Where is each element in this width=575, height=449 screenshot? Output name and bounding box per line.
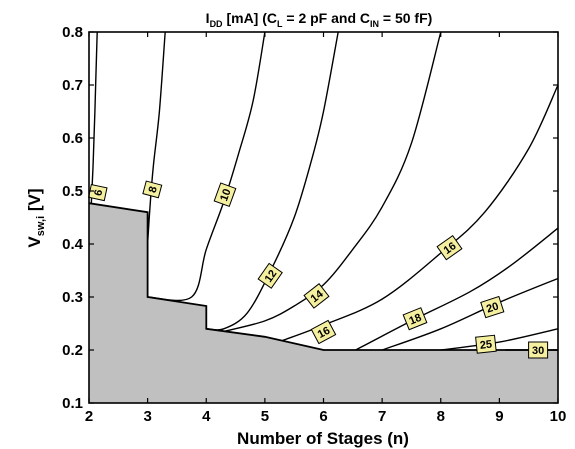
- y-axis-label-main: V: [25, 236, 44, 248]
- x-tick-label: 7: [378, 408, 386, 425]
- x-tick-label: 5: [261, 408, 269, 425]
- contour-label-text: 25: [479, 339, 492, 352]
- x-tick-label: 3: [143, 408, 151, 425]
- plot-area: 6 8 10 12 14 16 16 18 20 25 30: [88, 31, 559, 404]
- chart-title: IDD [mA] (CL = 2 pF and CIN = 50 fF): [206, 10, 433, 29]
- feasibility-boundary: [88, 202, 558, 351]
- infeasible-region: [89, 203, 558, 403]
- y-tick-label: 0.7: [62, 77, 83, 94]
- y-tick-label: 0.1: [62, 395, 83, 412]
- chart-title-sub2: IN: [370, 19, 379, 29]
- contour-labels: 6 8 10 12 14 16 16 18 20 25 30: [88, 180, 549, 359]
- contour-label-box: [475, 334, 497, 354]
- y-axis-label-sub: sw,i: [35, 216, 47, 236]
- contour-label-box: [142, 180, 163, 199]
- contour-label-box: [257, 262, 283, 289]
- y-axis-label: Vsw,i [V]: [25, 188, 47, 247]
- contour-label-text: 30: [532, 345, 544, 357]
- contour-label-25-9: 25: [475, 334, 497, 354]
- contour-label-text: 12: [263, 268, 280, 285]
- x-tick-label: 8: [437, 408, 445, 425]
- x-tick-label: 6: [319, 408, 327, 425]
- chart-title-part2: = 2 pF and C: [283, 10, 371, 26]
- y-axis-label-unit: [V]: [25, 188, 44, 215]
- chart-title-lead-sub: DD: [210, 19, 223, 29]
- contour-label-16-6: 16: [436, 235, 463, 261]
- contour-label-text: 18: [407, 312, 423, 328]
- x-tick-label: 2: [85, 408, 93, 425]
- contour-label-6-0: 6: [88, 183, 108, 202]
- contour-line-18: [355, 227, 559, 351]
- contour-label-10-2: 10: [213, 182, 237, 208]
- contour-label-text: 16: [442, 240, 459, 257]
- chart-title-part1: [mA] (C: [223, 10, 277, 26]
- contour-label-box: [480, 295, 505, 319]
- y-axis-ticks: 0.1 0.2 0.3 0.4 0.5 0.6 0.7 0.8: [62, 24, 558, 412]
- contour-label-box: [436, 235, 463, 261]
- contour-label-box: [303, 283, 330, 309]
- x-tick-label: 10: [550, 408, 567, 425]
- contour-line-8: [146, 31, 166, 245]
- y-tick-label: 0.8: [62, 24, 83, 41]
- contour-label-14-4: 14: [303, 283, 330, 309]
- contour-label-18-7: 18: [402, 307, 428, 331]
- contour-label-box: [402, 307, 428, 331]
- chart-title-sub1: L: [277, 19, 283, 29]
- y-tick-label: 0.2: [62, 342, 83, 359]
- y-tick-label: 0.6: [62, 130, 83, 147]
- contour-label-box: [528, 341, 549, 359]
- contour-label-text: 20: [485, 300, 500, 315]
- contour-label-20-8: 20: [480, 295, 505, 319]
- contour-label-box: [213, 182, 237, 208]
- contour-label-text: 16: [316, 325, 332, 341]
- y-tick-label: 0.4: [62, 236, 84, 253]
- contour-line-12: [206, 31, 339, 331]
- contour-label-8-1: 8: [142, 180, 163, 199]
- contour-label-16-5: 16: [310, 319, 337, 345]
- x-tick-label: 9: [495, 408, 503, 425]
- chart-title-lead: I: [206, 10, 210, 26]
- chart-title-part3: = 50 fF): [379, 10, 432, 26]
- x-axis-label: Number of Stages (n): [237, 429, 409, 448]
- contour-label-30-10: 30: [528, 341, 549, 359]
- contour-label-12-3: 12: [257, 262, 283, 289]
- contour-label-text: 8: [147, 185, 160, 194]
- contour-line-20: [381, 277, 559, 351]
- x-axis-ticks: 2 3 4 5 6 7 8 9 10: [85, 32, 567, 425]
- y-tick-label: 0.5: [62, 183, 83, 200]
- contour-line-14: [223, 31, 442, 333]
- contour-line-25: [440, 328, 559, 351]
- contour-label-text: 6: [92, 189, 105, 197]
- contour-label-text: 10: [218, 187, 233, 203]
- y-tick-label: 0.3: [62, 289, 83, 306]
- x-tick-label: 4: [202, 408, 211, 425]
- contour-label-box: [310, 319, 337, 345]
